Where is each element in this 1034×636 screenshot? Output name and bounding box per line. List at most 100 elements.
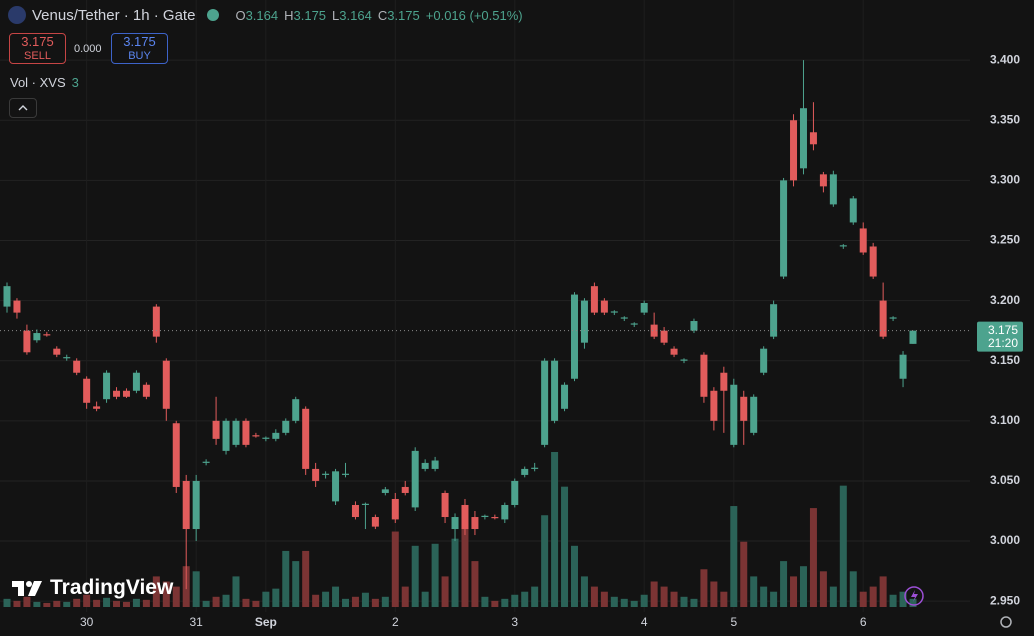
volume-bar bbox=[561, 486, 569, 607]
symbol-logo bbox=[8, 6, 26, 24]
volume-bar bbox=[700, 569, 708, 607]
volume-bar bbox=[511, 594, 519, 607]
buy-button[interactable]: 3.175 BUY bbox=[111, 33, 168, 64]
watermark: TradingView bbox=[12, 576, 173, 600]
volume-bar bbox=[909, 598, 917, 607]
candle-body bbox=[710, 390, 718, 421]
ohlc-key: L bbox=[332, 7, 340, 23]
candle-body bbox=[83, 378, 91, 403]
candle-body bbox=[770, 304, 778, 337]
chevron bbox=[18, 105, 28, 111]
candle-body bbox=[859, 228, 867, 253]
candle-body bbox=[600, 300, 608, 313]
candle-body bbox=[132, 372, 140, 391]
volume-bar bbox=[3, 598, 11, 607]
y-tick-label: 3.200 bbox=[990, 293, 1020, 307]
volume-bar bbox=[570, 545, 578, 607]
volume-bar bbox=[461, 523, 469, 607]
candle-body bbox=[461, 504, 469, 530]
candle-body bbox=[282, 420, 290, 433]
volume-bar bbox=[342, 598, 350, 607]
settings-button[interactable] bbox=[1000, 616, 1012, 628]
candle-body bbox=[381, 489, 389, 493]
ohlc-key: O bbox=[235, 7, 246, 23]
volume-bar bbox=[391, 531, 399, 607]
symbol-header: Venus/Tether · 1h · Gate O3.164 H3.175 L… bbox=[8, 6, 523, 24]
ohlc: O3.164 H3.175 L3.164 C3.175 +0.016 (+0.5… bbox=[235, 8, 522, 23]
x-tick-label: 2 bbox=[392, 615, 399, 629]
x-tick-label: 30 bbox=[80, 615, 94, 629]
candle-body bbox=[879, 300, 887, 337]
volume-legend: Vol · XVS 3 bbox=[10, 75, 79, 90]
volume-bar bbox=[531, 586, 539, 607]
candle-body bbox=[401, 486, 409, 493]
volume-bar bbox=[441, 576, 449, 607]
volume-bar bbox=[879, 576, 887, 607]
volume-bar bbox=[103, 597, 111, 607]
candle-body bbox=[322, 473, 330, 475]
candle-body bbox=[172, 423, 180, 487]
candle-body bbox=[202, 461, 210, 463]
y-tick-label: 3.100 bbox=[990, 413, 1020, 427]
volume-bar bbox=[889, 594, 897, 607]
symbol-title[interactable]: Venus/Tether · 1h · Gate bbox=[32, 6, 196, 24]
volume-bar bbox=[232, 576, 240, 607]
candle-body bbox=[829, 174, 837, 205]
volume-bar bbox=[53, 600, 61, 607]
sell-button[interactable]: 3.175 SELL bbox=[9, 33, 66, 64]
volume-bar bbox=[899, 591, 907, 607]
volume-bar bbox=[869, 586, 877, 607]
candle-body bbox=[531, 467, 539, 469]
volume-bar bbox=[650, 581, 658, 607]
lightning-button[interactable] bbox=[904, 586, 924, 606]
candle-body bbox=[620, 317, 628, 319]
candle-body bbox=[819, 174, 827, 187]
volume-bar bbox=[122, 601, 130, 607]
candle-body bbox=[3, 286, 11, 307]
candle-body bbox=[670, 348, 678, 355]
volume-bar bbox=[481, 596, 489, 607]
candle-body bbox=[13, 300, 21, 313]
change: +0.016 (+0.51%) bbox=[425, 7, 523, 23]
candle-body bbox=[292, 399, 300, 421]
volume-bar bbox=[600, 591, 608, 607]
candle-body bbox=[431, 460, 439, 469]
spread: 0.000 bbox=[74, 43, 102, 55]
candle-body bbox=[122, 390, 130, 397]
candle-body bbox=[481, 515, 489, 518]
volume-bar bbox=[849, 571, 857, 607]
volume-bar bbox=[610, 596, 618, 607]
volume-bar bbox=[680, 596, 688, 607]
volume-bar bbox=[252, 600, 260, 607]
candle-body bbox=[541, 360, 549, 445]
volume-bar bbox=[421, 591, 429, 607]
candle-body bbox=[869, 246, 877, 277]
volume-bar bbox=[332, 586, 340, 607]
candle-body bbox=[610, 311, 618, 313]
volume-bar bbox=[799, 566, 807, 607]
candle-body bbox=[23, 330, 31, 353]
volume-value: 3 bbox=[71, 75, 79, 90]
candle-body bbox=[909, 330, 917, 344]
ohlc-key: H bbox=[284, 7, 294, 23]
countdown: 21:20 bbox=[988, 336, 1018, 350]
volume-bar bbox=[401, 586, 409, 607]
volume-bar bbox=[740, 541, 748, 607]
volume-bar bbox=[431, 543, 439, 607]
candle-body bbox=[580, 300, 588, 343]
volume-bar bbox=[312, 594, 320, 607]
candle-body bbox=[441, 492, 449, 518]
candle-body bbox=[720, 372, 728, 391]
candle-body bbox=[660, 330, 668, 343]
candle-body bbox=[182, 480, 190, 530]
volume-bar bbox=[162, 581, 170, 607]
candle-body bbox=[491, 517, 499, 519]
collapse-button[interactable] bbox=[9, 98, 37, 118]
candle-body bbox=[272, 432, 280, 439]
candle-body bbox=[73, 360, 81, 373]
volume-bar bbox=[541, 515, 549, 607]
candle-body bbox=[451, 517, 459, 530]
candle-body bbox=[640, 302, 648, 313]
